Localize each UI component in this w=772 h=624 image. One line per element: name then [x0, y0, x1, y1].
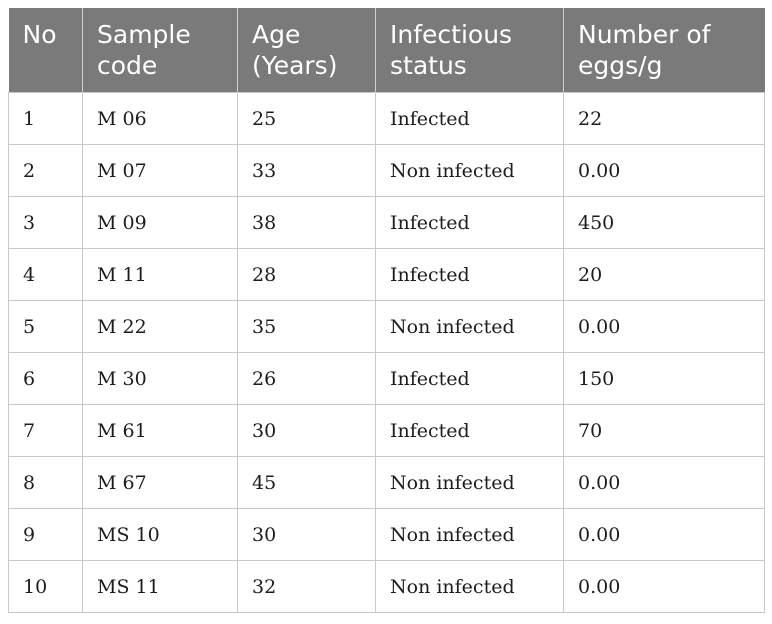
cell-no: 1: [8, 92, 83, 145]
cell-sample-code: MS 11: [82, 560, 238, 613]
cell-infectious-status: Non infected: [375, 456, 564, 509]
cell-age: 28: [237, 248, 376, 301]
cell-no: 9: [8, 508, 83, 561]
cell-no: 7: [8, 404, 83, 457]
cell-infectious-status: Infected: [375, 404, 564, 457]
cell-age: 45: [237, 456, 376, 509]
cell-eggs-per-gram: 22: [563, 92, 765, 145]
cell-no: 8: [8, 456, 83, 509]
cell-age: 38: [237, 196, 376, 249]
cell-infectious-status: Infected: [375, 196, 564, 249]
cell-infectious-status: Infected: [375, 92, 564, 145]
cell-sample-code: M 07: [82, 144, 238, 197]
cell-age: 30: [237, 508, 376, 561]
cell-eggs-per-gram: 20: [563, 248, 765, 301]
cell-sample-code: M 61: [82, 404, 238, 457]
cell-age: 33: [237, 144, 376, 197]
cell-eggs-per-gram: 150: [563, 352, 765, 405]
cell-infectious-status: Non infected: [375, 508, 564, 561]
cell-sample-code: M 30: [82, 352, 238, 405]
cell-infectious-status: Non infected: [375, 300, 564, 353]
cell-no: 10: [8, 560, 83, 613]
cell-age: 25: [237, 92, 376, 145]
table-row: 9 MS 10 30 Non infected 0.00: [8, 508, 765, 561]
cell-sample-code: M 67: [82, 456, 238, 509]
cell-infectious-status: Infected: [375, 248, 564, 301]
header-eggs-per-gram: Number of eggs/g: [563, 8, 765, 93]
header-infectious-status: Infectious status: [375, 8, 564, 93]
cell-eggs-per-gram: 0.00: [563, 456, 765, 509]
cell-infectious-status: Non infected: [375, 144, 564, 197]
header-sample-code: Sample code: [82, 8, 238, 93]
cell-infectious-status: Non infected: [375, 560, 564, 613]
cell-sample-code: M 11: [82, 248, 238, 301]
cell-sample-code: MS 10: [82, 508, 238, 561]
cell-eggs-per-gram: 450: [563, 196, 765, 249]
cell-no: 3: [8, 196, 83, 249]
sample-table: No Sample code Age (Years) Infectious st…: [8, 8, 765, 613]
cell-eggs-per-gram: 0.00: [563, 300, 765, 353]
header-row: No Sample code Age (Years) Infectious st…: [8, 8, 765, 93]
cell-eggs-per-gram: 70: [563, 404, 765, 457]
cell-age: 30: [237, 404, 376, 457]
table-row: 10 MS 11 32 Non infected 0.00: [8, 560, 765, 613]
cell-no: 2: [8, 144, 83, 197]
cell-no: 4: [8, 248, 83, 301]
cell-age: 35: [237, 300, 376, 353]
cell-eggs-per-gram: 0.00: [563, 144, 765, 197]
cell-age: 26: [237, 352, 376, 405]
header-age: Age (Years): [237, 8, 376, 93]
cell-age: 32: [237, 560, 376, 613]
cell-sample-code: M 09: [82, 196, 238, 249]
header-no: No: [8, 8, 83, 93]
cell-eggs-per-gram: 0.00: [563, 560, 765, 613]
cell-no: 5: [8, 300, 83, 353]
cell-eggs-per-gram: 0.00: [563, 508, 765, 561]
cell-sample-code: M 22: [82, 300, 238, 353]
cell-infectious-status: Infected: [375, 352, 564, 405]
cell-no: 6: [8, 352, 83, 405]
cell-sample-code: M 06: [82, 92, 238, 145]
table-header: No Sample code Age (Years) Infectious st…: [8, 8, 765, 93]
